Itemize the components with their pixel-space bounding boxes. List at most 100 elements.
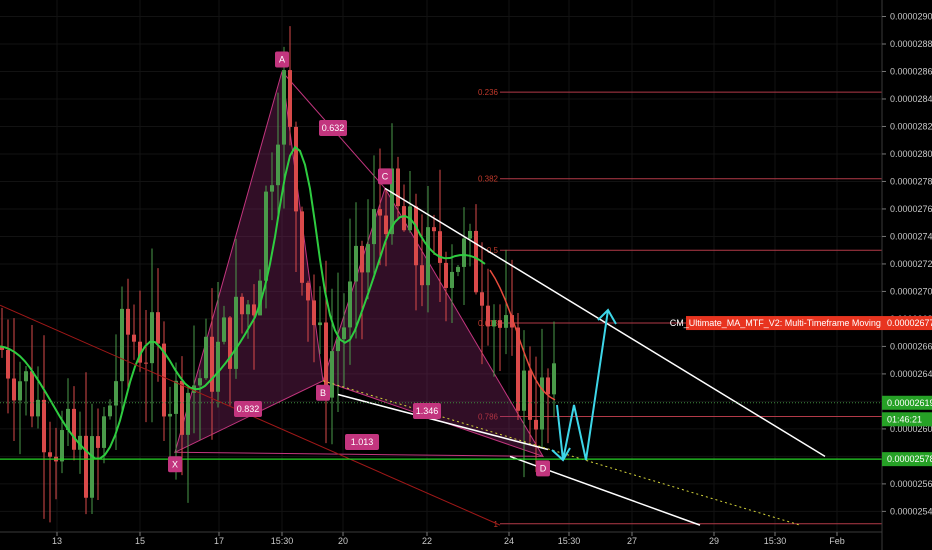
candle-body xyxy=(420,265,424,286)
badge-text: B xyxy=(320,388,326,398)
badge-text: C xyxy=(382,171,389,181)
ratio-xb: 0.832 xyxy=(234,401,262,417)
candle-body xyxy=(198,378,202,386)
candle-body xyxy=(246,304,250,315)
time-axis[interactable]: 13 15 17 15:30 20 22 24 15:30 27 29 15:30 Feb xyxy=(0,531,882,546)
ratio-ac: 0.632 xyxy=(319,120,347,136)
badge-text: A xyxy=(279,54,285,64)
candle-body xyxy=(540,377,544,430)
candle-body xyxy=(510,315,514,328)
indicator-tag-bg xyxy=(686,316,882,331)
candle-body xyxy=(348,281,352,328)
candle-body xyxy=(90,436,94,498)
candle-body xyxy=(306,282,310,301)
badge-text: D xyxy=(540,463,547,473)
time-tick-label: 24 xyxy=(504,536,514,546)
candle-body xyxy=(138,341,142,363)
candle-body xyxy=(24,371,28,382)
candle-body xyxy=(378,209,382,216)
time-tick-label: 29 xyxy=(709,536,719,546)
candle-body xyxy=(438,231,442,263)
badge-text: 1.346 xyxy=(416,406,439,416)
candle-body xyxy=(0,346,4,350)
candle-body xyxy=(204,336,208,379)
projection-path xyxy=(556,309,609,461)
price-tag-bg xyxy=(882,395,932,410)
price-tick-label: 0.00002540 xyxy=(890,506,932,516)
candle-body xyxy=(252,304,256,316)
badge-bg xyxy=(378,168,392,185)
candle-body xyxy=(288,70,292,127)
time-tick-label: 15:30 xyxy=(764,536,787,546)
candle-body xyxy=(354,245,358,282)
candle-body xyxy=(258,280,262,316)
price-tag-value: 0.00002677 xyxy=(887,318,932,328)
candle-body xyxy=(168,413,172,417)
candle-body xyxy=(450,271,454,288)
time-tick-label: 27 xyxy=(627,536,637,546)
price-tags: CM_Ultimate_MA_MTF_V2: Multi-Timeframe M… xyxy=(670,316,932,467)
candle-body xyxy=(486,305,490,327)
candle-body xyxy=(318,322,322,326)
candle-body xyxy=(396,168,400,207)
candle-body xyxy=(390,168,394,235)
candle-body xyxy=(414,206,418,266)
candle-body xyxy=(234,296,238,369)
pattern-point-b: B xyxy=(316,384,330,401)
candle-body xyxy=(456,266,460,272)
candle-body xyxy=(498,320,502,328)
candle-body xyxy=(96,436,100,448)
grid-layer xyxy=(0,0,882,532)
candlestick-series xyxy=(0,26,556,523)
badge-bg xyxy=(413,403,441,419)
candle-body xyxy=(462,238,466,267)
candle-body xyxy=(474,230,478,293)
candle-body xyxy=(222,317,226,342)
candle-body xyxy=(324,322,328,398)
arrowhead-up xyxy=(597,308,617,325)
candle-body xyxy=(36,399,40,417)
candle-body xyxy=(552,363,556,395)
candle-body xyxy=(42,399,46,453)
candle-body xyxy=(228,317,232,369)
dotted-projection-line xyxy=(322,380,801,526)
candle-body xyxy=(216,341,220,392)
ma-line-bull xyxy=(0,145,486,460)
candle-body xyxy=(468,230,472,239)
time-tick-label: 13 xyxy=(52,536,62,546)
badge-bg xyxy=(168,456,182,473)
candle-body xyxy=(522,370,526,411)
candle-body xyxy=(84,435,88,498)
candle-body xyxy=(120,308,124,382)
candle-body xyxy=(150,312,154,364)
time-tick-label: 15:30 xyxy=(271,536,294,546)
candle-body xyxy=(132,334,136,342)
candle-body xyxy=(18,381,22,401)
ratio-xd: 1.013 xyxy=(345,434,379,450)
candle-body xyxy=(72,408,76,450)
candle-body xyxy=(162,343,166,417)
indicator-tag-label: CM_Ultimate_MA_MTF_V2: Multi-Timeframe M… xyxy=(670,318,899,328)
candle-body xyxy=(78,435,82,450)
badge-bg xyxy=(275,51,289,68)
candle-body xyxy=(312,300,316,326)
projection-arrows xyxy=(551,308,617,462)
fib-level-label: 0.382 xyxy=(478,175,499,184)
candle-body xyxy=(342,327,346,340)
candle-body xyxy=(6,349,10,379)
candle-body xyxy=(66,408,70,431)
badge-text: X xyxy=(172,459,178,469)
price-tag-value: 01:46:21 xyxy=(887,414,922,424)
candle-body xyxy=(276,144,280,186)
time-tick-label: 20 xyxy=(338,536,348,546)
